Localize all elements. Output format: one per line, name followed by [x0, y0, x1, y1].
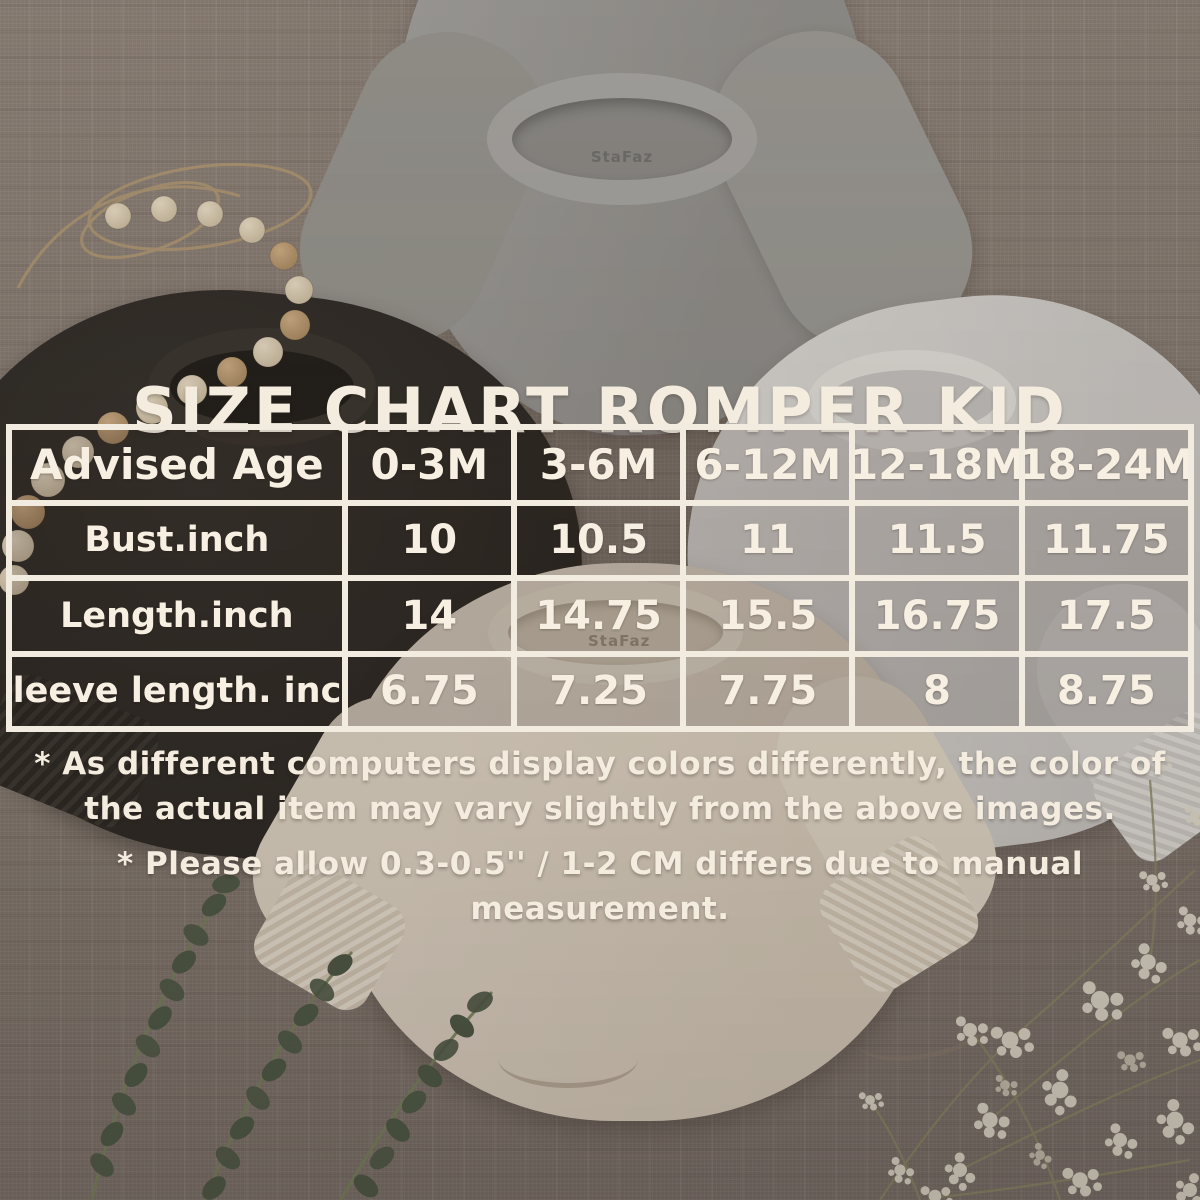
- page-title: SIZE CHART ROMPER KID: [132, 373, 1068, 447]
- note-color-disclaimer: * As different computers display colors …: [34, 746, 1166, 827]
- table-cell: 10: [344, 502, 514, 578]
- table-cell: 10.5: [513, 502, 684, 578]
- brand-tag: StaFaz: [588, 632, 650, 650]
- table-header-cell: 12-18M: [852, 427, 1022, 503]
- table-cell: 7.75: [683, 653, 853, 729]
- table-cell: 6.75: [344, 653, 514, 729]
- disclaimer-notes: * As different computers display colors …: [0, 742, 1200, 942]
- table-cell: 14: [344, 578, 514, 654]
- table-row-label: Length.inch: [9, 578, 345, 654]
- cream-romper-leg-opening: [498, 1030, 638, 1088]
- table-header-cell: 3-6M: [513, 427, 684, 503]
- brand-tag: StaFaz: [591, 148, 653, 166]
- table-cell: 11.75: [1021, 502, 1191, 578]
- table-cell: 14.75: [513, 578, 684, 654]
- table-cell: 7.25: [513, 653, 684, 729]
- table-cell: 11: [683, 502, 853, 578]
- table-row-label: Sleeve length. inch: [9, 653, 345, 729]
- table-header-cell: 0-3M: [344, 427, 514, 503]
- table-cell: 16.75: [852, 578, 1022, 654]
- table-cell: 8: [852, 653, 1022, 729]
- table-cell: 15.5: [683, 578, 853, 654]
- note-measurement-disclaimer: * Please allow 0.3-0.5'' / 1-2 CM differ…: [117, 845, 1083, 927]
- table-cell: 17.5: [1021, 578, 1191, 654]
- table-header-cell: 6-12M: [683, 427, 853, 503]
- table-cell: 8.75: [1021, 653, 1191, 729]
- table-row-label: Bust.inch: [9, 502, 345, 578]
- table-header-cell: 18-24M: [1021, 427, 1191, 503]
- table-header-cell: Advised Age: [9, 427, 345, 503]
- table-cell: 11.5: [852, 502, 1022, 578]
- size-chart-table: Advised Age 0-3M 3-6M 6-12M 12-18M 18-24…: [6, 424, 1194, 732]
